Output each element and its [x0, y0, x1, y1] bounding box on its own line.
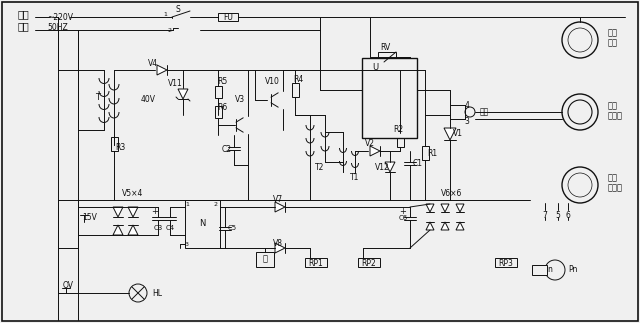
Bar	[214, 106, 221, 118]
Text: N: N	[199, 220, 205, 228]
Bar	[214, 86, 221, 98]
Text: RV: RV	[380, 43, 390, 51]
Text: 3: 3	[465, 118, 469, 127]
Text: 6: 6	[566, 211, 570, 220]
Polygon shape	[128, 225, 138, 235]
Text: S: S	[175, 5, 180, 15]
Text: n: n	[548, 266, 552, 275]
Bar	[422, 146, 429, 160]
Text: V1: V1	[453, 129, 463, 138]
Polygon shape	[441, 204, 449, 212]
Bar	[397, 133, 403, 147]
Polygon shape	[444, 128, 456, 140]
Text: +: +	[152, 207, 159, 216]
Text: 输出: 输出	[480, 108, 489, 117]
Text: 1: 1	[185, 202, 189, 206]
Text: C1: C1	[413, 159, 423, 168]
Text: R2: R2	[393, 126, 403, 134]
Polygon shape	[113, 225, 123, 235]
Text: ~220V: ~220V	[47, 14, 73, 23]
Text: HL: HL	[152, 288, 162, 297]
Text: Pn: Pn	[568, 266, 577, 275]
Text: V12: V12	[374, 163, 389, 172]
Text: FU: FU	[223, 13, 233, 22]
Text: V8: V8	[273, 238, 283, 247]
Bar	[111, 137, 118, 151]
Text: T2: T2	[316, 163, 324, 172]
Text: V4: V4	[148, 58, 158, 68]
Text: C4: C4	[165, 225, 175, 231]
Text: U: U	[372, 64, 378, 72]
Text: V11: V11	[168, 78, 182, 88]
Text: 测速
发电机: 测速 发电机	[608, 173, 623, 193]
Text: R4: R4	[293, 76, 303, 85]
Polygon shape	[275, 243, 285, 253]
Text: 2: 2	[214, 202, 218, 206]
Text: V7: V7	[273, 195, 283, 204]
Text: 中线: 中线	[18, 21, 29, 31]
Text: 拖动
电机: 拖动 电机	[608, 28, 618, 48]
Text: C6: C6	[398, 215, 408, 221]
Text: V10: V10	[264, 78, 280, 87]
Bar	[185, 200, 220, 248]
Bar	[218, 13, 238, 21]
Text: V5×4: V5×4	[122, 189, 144, 197]
Text: 相线: 相线	[18, 9, 29, 19]
Bar	[495, 258, 517, 267]
Text: R3: R3	[115, 143, 125, 152]
Text: T: T	[95, 92, 100, 101]
Polygon shape	[426, 204, 434, 212]
Text: V3: V3	[235, 96, 245, 105]
Text: V6×6: V6×6	[442, 189, 463, 197]
Bar	[378, 52, 396, 62]
Polygon shape	[426, 222, 434, 230]
Polygon shape	[385, 162, 395, 172]
Bar	[305, 258, 327, 267]
Text: C5: C5	[227, 225, 237, 231]
Text: 电磁
离合器: 电磁 离合器	[608, 101, 623, 121]
Text: RP2: RP2	[362, 258, 376, 267]
Polygon shape	[441, 222, 449, 230]
Text: 2: 2	[168, 28, 172, 34]
Bar	[362, 58, 417, 138]
Polygon shape	[178, 89, 188, 99]
Text: RP1: RP1	[308, 258, 323, 267]
Polygon shape	[128, 207, 138, 217]
Text: V2: V2	[365, 139, 375, 148]
Text: T1: T1	[350, 172, 360, 182]
Text: 40V: 40V	[141, 96, 156, 105]
Bar	[256, 252, 274, 267]
Bar	[291, 83, 298, 97]
Text: 50HZ: 50HZ	[47, 24, 68, 33]
Polygon shape	[456, 222, 464, 230]
Text: R6: R6	[217, 102, 227, 111]
Text: 4: 4	[465, 101, 469, 110]
Text: C3: C3	[154, 225, 163, 231]
Text: 1: 1	[163, 13, 167, 17]
Text: R1: R1	[427, 149, 437, 158]
Polygon shape	[275, 202, 285, 212]
Text: R5: R5	[217, 78, 227, 87]
Text: 15V: 15V	[83, 213, 97, 222]
Text: OV: OV	[63, 280, 74, 289]
Polygon shape	[456, 204, 464, 212]
Bar	[532, 265, 547, 275]
Text: RP3: RP3	[499, 258, 513, 267]
Bar	[358, 258, 380, 267]
Text: C2: C2	[222, 145, 232, 154]
Text: 输: 输	[262, 255, 268, 264]
Text: 3: 3	[185, 242, 189, 246]
Text: 7: 7	[543, 211, 547, 220]
Text: +: +	[399, 206, 406, 215]
Polygon shape	[113, 207, 123, 217]
Polygon shape	[370, 146, 380, 156]
Text: 5: 5	[556, 211, 561, 220]
Polygon shape	[157, 65, 167, 75]
